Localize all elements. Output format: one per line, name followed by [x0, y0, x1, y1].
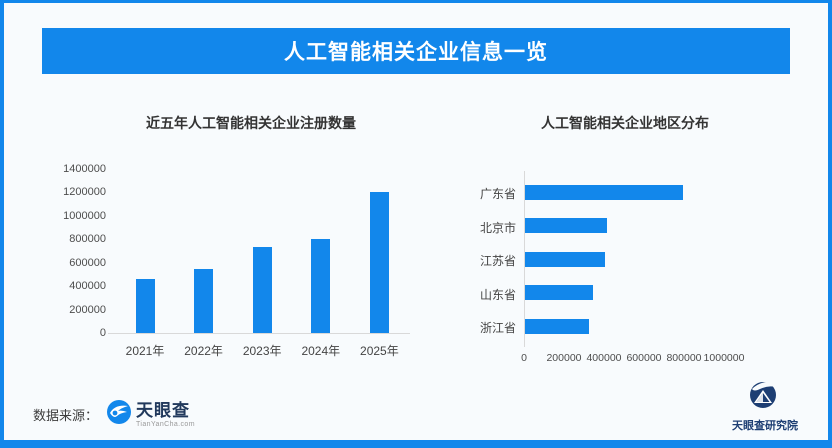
x-tick-label: 1000000: [703, 352, 745, 364]
registrations-bar-chart: 近五年人工智能相关企业注册数量 0 200000 400000 600000 80000…: [60, 105, 442, 380]
bar-2025年: [369, 192, 389, 333]
bar-2022年: [194, 269, 214, 333]
research-institute-icon: [748, 379, 782, 414]
y-category-label: 广东省: [479, 187, 516, 201]
chart-title-left: 近五年人工智能相关企业注册数量: [146, 115, 356, 131]
y-tick-label: 200000: [69, 303, 106, 316]
x-category-label: 2023年: [242, 344, 282, 358]
x-tick-label: 400000: [586, 352, 622, 364]
bar-广东省: [525, 184, 683, 200]
data-source: 数据来源： 天眼查 TianYanCha.com: [33, 399, 195, 430]
y-tick-label: 1000000: [63, 209, 106, 222]
bar-浙江省: [525, 318, 589, 334]
bar-2024年: [311, 238, 331, 333]
x-axis-line: [108, 333, 410, 334]
data-source-label: 数据来源：: [33, 408, 99, 423]
bar-山东省: [525, 285, 593, 301]
page-title: 人工智能相关企业信息一览: [284, 41, 548, 64]
x-category-label: 2024年: [301, 344, 341, 358]
research-institute-logo: 天眼查研究院: [719, 379, 811, 433]
x-tick-label: 0: [521, 352, 527, 364]
bar-北京市: [525, 218, 607, 234]
chart-title-right: 人工智能相关企业地区分布: [541, 115, 709, 131]
bar-2023年: [252, 246, 272, 333]
y-tick-label: 1400000: [63, 163, 106, 175]
region-distribution-bar-chart: 人工智能相关企业地区分布 广东省北京市江苏省山东省浙江省 0 200000 40000…: [455, 105, 795, 380]
x-tick-label: 200000: [546, 352, 582, 364]
x-category-label: 2022年: [184, 344, 223, 358]
tianyancha-logo-text: 天眼查: [136, 400, 191, 420]
x-tick-label: 600000: [626, 352, 662, 364]
x-tick-label: 800000: [666, 352, 702, 364]
y-tick-label: 1200000: [63, 186, 106, 199]
bar-2021年: [135, 279, 155, 333]
tianyancha-logo: 天眼查 TianYanCha.com: [106, 399, 195, 430]
y-category-label: 北京市: [479, 220, 516, 235]
y-tick-label: 600000: [69, 256, 106, 269]
y-category-label: 江苏省: [479, 254, 516, 269]
x-category-label: 2021年: [125, 344, 165, 358]
y-category-label: 山东省: [479, 287, 516, 302]
y-category-label: 浙江省: [479, 321, 516, 336]
y-tick-label: 0: [99, 327, 106, 339]
tianyancha-logo-subtext: TianYanCha.com: [136, 420, 195, 428]
bar-江苏省: [525, 251, 605, 267]
header-banner: 人工智能相关企业信息一览: [42, 28, 790, 74]
y-tick-label: 400000: [69, 280, 106, 293]
research-institute-name: 天眼查研究院: [732, 420, 798, 432]
y-tick-label: 800000: [69, 233, 106, 246]
x-category-label: 2025年: [360, 344, 399, 358]
tianyancha-eye-icon: [106, 399, 132, 430]
y-axis-line: [524, 171, 525, 347]
